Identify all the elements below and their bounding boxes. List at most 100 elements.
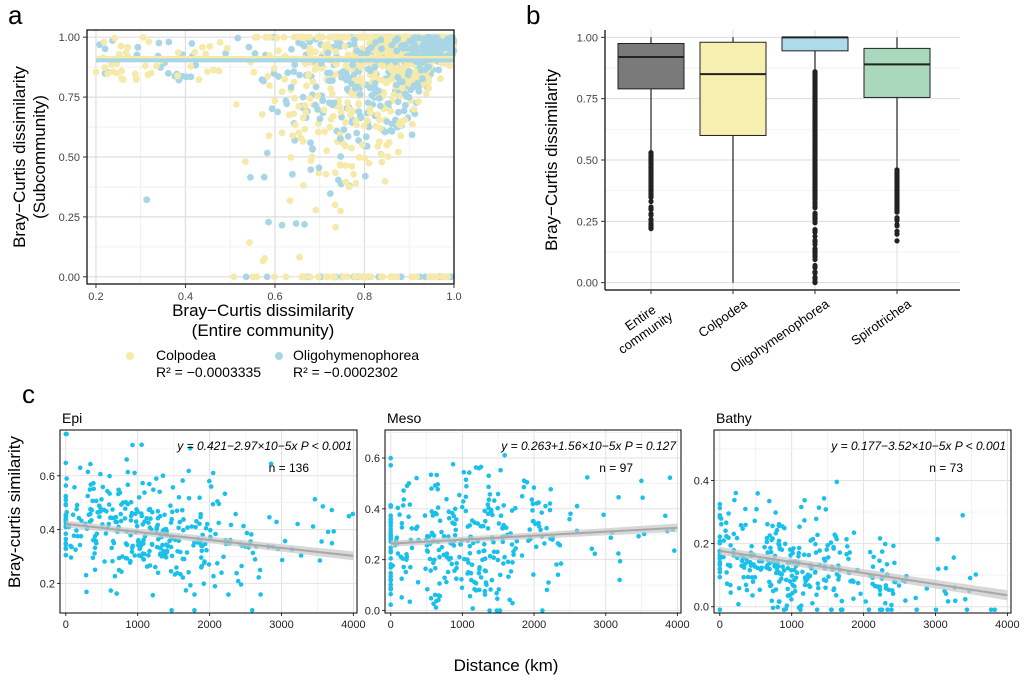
facet-point — [168, 520, 174, 525]
oligohymenophorea-point — [419, 75, 426, 83]
colpodea-point — [312, 206, 320, 214]
facet-point — [110, 538, 116, 544]
facet-point — [486, 484, 491, 490]
facet-point — [208, 527, 213, 533]
facet-xtick-label: 3000 — [594, 619, 618, 631]
facet-point — [147, 481, 152, 487]
facet-point — [672, 548, 677, 553]
facet-point — [98, 471, 103, 477]
facet-point — [123, 506, 128, 512]
facet-point — [158, 545, 163, 551]
legend-key-colpodea — [126, 352, 134, 360]
panel-c-facets: 0 1000 2000 3000 4000 0.2 0.4 0.6 Epi y = 0.421−2… — [40, 410, 1020, 631]
facet-point — [636, 534, 641, 539]
facet-point — [426, 534, 432, 539]
facet-point — [777, 599, 782, 604]
facet-point — [107, 473, 112, 479]
facet-point — [617, 577, 622, 583]
colpodea-point — [223, 44, 231, 52]
facet-point — [228, 522, 234, 528]
colpodea-point — [411, 70, 419, 78]
facet-point — [791, 546, 796, 551]
facet-point — [749, 575, 755, 580]
box-outlier-point — [894, 209, 900, 215]
facet-point — [454, 517, 459, 522]
facet-point — [773, 587, 779, 592]
facet-point — [216, 520, 221, 526]
colpodea-point — [415, 98, 422, 106]
facet-point — [399, 595, 405, 600]
facet-point — [144, 515, 149, 521]
facet-xtick-label: 4000 — [341, 619, 365, 631]
facet-point — [185, 525, 190, 530]
oligohymenophorea-point — [409, 44, 417, 51]
facet-point — [823, 585, 828, 591]
facet-point — [176, 495, 182, 500]
colpodea-point — [261, 255, 268, 262]
facet-point — [723, 528, 728, 533]
oligohymenophorea-point — [425, 47, 432, 55]
oligohymenophorea-point — [234, 34, 242, 42]
oligohymenophorea-point — [419, 35, 427, 43]
oligohymenophorea-point — [278, 221, 286, 229]
facet-point — [178, 549, 183, 555]
facet-point — [483, 568, 489, 574]
facet-point — [533, 544, 539, 550]
facet-point — [750, 593, 755, 598]
facet-point — [808, 538, 813, 543]
facet-point — [877, 558, 882, 564]
oligohymenophorea-point — [263, 273, 271, 281]
facet-point — [132, 553, 137, 558]
facet-point — [129, 549, 135, 555]
colpodea-point — [444, 273, 451, 281]
facet-point — [502, 554, 507, 560]
facet-point — [206, 562, 212, 567]
facet-point — [877, 592, 883, 597]
facet-point — [813, 569, 818, 575]
panel-c-xlabel: Distance (km) — [454, 656, 559, 675]
panel-a-ytick-label: 1.00 — [59, 32, 80, 44]
panel-b-ytick-label: 0.50 — [577, 155, 598, 167]
box-outlier-point — [648, 212, 654, 218]
facet-point — [233, 511, 238, 517]
facet-point — [441, 534, 447, 539]
facet-point — [513, 505, 518, 511]
colpodea-point — [246, 239, 254, 246]
facet-point — [829, 607, 834, 613]
facet-point — [788, 553, 793, 558]
facet-point — [544, 525, 549, 531]
facet-point — [796, 545, 802, 551]
facet-point — [125, 482, 131, 488]
facet-point — [141, 557, 147, 562]
facet-point — [464, 484, 469, 489]
facet-point — [250, 550, 256, 556]
facet-point — [210, 501, 216, 507]
facet-point — [63, 542, 69, 547]
facet-trend-line — [390, 526, 678, 545]
facet-point — [858, 591, 863, 597]
facet-point — [813, 541, 818, 547]
colpodea-point — [332, 48, 340, 55]
oligohymenophorea-point — [291, 61, 299, 69]
colpodea-point — [113, 69, 121, 77]
facet-point — [184, 550, 190, 555]
facet-point — [394, 535, 400, 540]
oligohymenophorea-point — [251, 50, 259, 57]
facet-point — [866, 607, 872, 613]
facet-point — [130, 442, 135, 448]
facet-point — [526, 538, 531, 544]
facet-point — [350, 511, 356, 517]
facet-point — [501, 503, 507, 508]
facet-point — [388, 602, 394, 607]
facet-point — [762, 544, 767, 550]
facet-ytick-label: 0.2 — [40, 578, 55, 590]
facet-point — [496, 521, 502, 526]
facet-point — [169, 608, 174, 613]
colpodea-point — [367, 273, 375, 281]
facet-point — [717, 502, 723, 507]
facet-point — [63, 494, 69, 499]
facet-point — [325, 529, 331, 535]
panel-a-xtick-label: 0.2 — [88, 291, 103, 303]
panel-b-ylabel: Bray−Curtis dissimilarity — [542, 69, 561, 251]
oligohymenophorea-point — [258, 76, 266, 84]
